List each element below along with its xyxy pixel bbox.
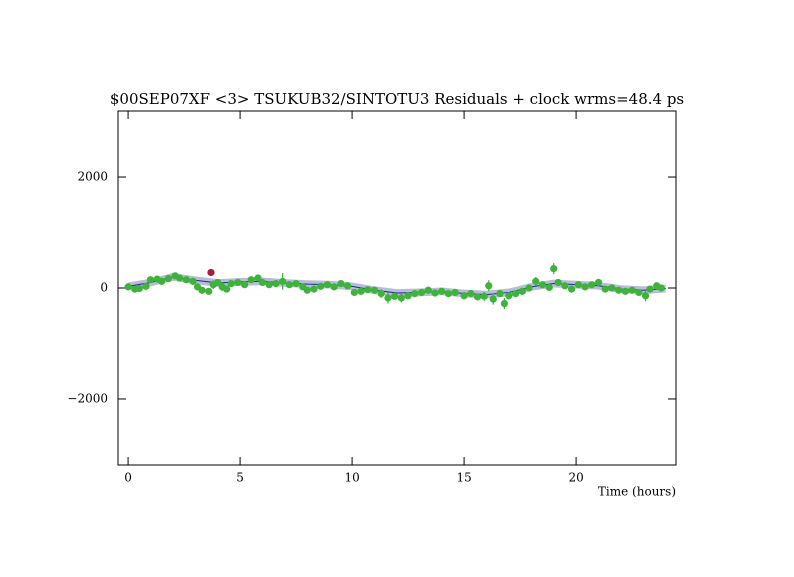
- point: [608, 284, 616, 292]
- point: [480, 292, 488, 300]
- y-tick-label: −2000: [67, 391, 108, 405]
- point: [142, 282, 150, 290]
- point: [460, 292, 468, 300]
- point: [496, 289, 504, 298]
- point: [303, 286, 311, 294]
- point: [538, 281, 547, 289]
- x-tick-label: 20: [568, 471, 583, 485]
- point: [227, 279, 235, 288]
- point: [258, 278, 267, 287]
- point: [247, 276, 255, 284]
- point: [621, 287, 629, 295]
- point: [189, 277, 197, 285]
- point: [581, 283, 589, 291]
- point: [500, 299, 509, 308]
- point: [574, 281, 582, 289]
- point: [317, 282, 325, 290]
- point: [601, 285, 609, 293]
- y-tick-label: 0: [100, 281, 108, 295]
- point: [561, 282, 569, 290]
- y-tick-label: 2000: [77, 170, 108, 184]
- point: [384, 294, 392, 302]
- point: [124, 283, 132, 291]
- point: [164, 274, 173, 283]
- point: [158, 277, 166, 285]
- point: [512, 289, 520, 298]
- point: [568, 285, 576, 293]
- point: [554, 278, 562, 287]
- point: [615, 286, 623, 294]
- point: [657, 284, 665, 292]
- point: [330, 283, 338, 291]
- point: [404, 292, 412, 300]
- point: [370, 286, 379, 294]
- point: [357, 287, 365, 295]
- point: [240, 281, 249, 289]
- point: [182, 276, 190, 284]
- point: [467, 289, 475, 298]
- point: [279, 277, 287, 285]
- point: [207, 268, 215, 277]
- point: [214, 278, 222, 287]
- point: [532, 277, 540, 285]
- point: [646, 285, 654, 293]
- point: [628, 286, 636, 294]
- x-tick-label: 15: [456, 471, 471, 485]
- x-tick-label: 0: [124, 471, 132, 485]
- point: [223, 285, 231, 293]
- point: [545, 283, 553, 292]
- point: [505, 292, 513, 300]
- point: [310, 285, 318, 293]
- point: [417, 288, 426, 297]
- point: [146, 276, 155, 284]
- point: [635, 288, 643, 297]
- point: [411, 289, 419, 298]
- point: [337, 279, 345, 288]
- point: [641, 292, 650, 300]
- point: [198, 286, 206, 294]
- point: [518, 287, 526, 295]
- point: [350, 288, 358, 297]
- point: [176, 274, 184, 282]
- x-tick-label: 5: [236, 471, 244, 485]
- point: [135, 284, 143, 293]
- point: [285, 281, 293, 289]
- point: [391, 292, 399, 300]
- point: [588, 281, 596, 289]
- point: [234, 278, 242, 287]
- x-tick-label: 10: [344, 471, 359, 485]
- point: [489, 295, 497, 303]
- point: [265, 281, 273, 289]
- point: [292, 279, 300, 288]
- point: [431, 289, 439, 297]
- point: [444, 289, 453, 298]
- point: [438, 287, 446, 295]
- point: [485, 282, 493, 290]
- point: [205, 287, 213, 295]
- point: [473, 293, 482, 301]
- point: [397, 294, 405, 302]
- point: [377, 289, 385, 298]
- point: [550, 264, 558, 273]
- point: [344, 282, 352, 290]
- point: [364, 286, 372, 294]
- point: [272, 279, 280, 288]
- x-axis-label: Time (hours): [598, 485, 676, 499]
- point: [594, 278, 603, 287]
- chart-title: $00SEP07XF <3> TSUKUB32/SINTOTU3 Residua…: [110, 90, 684, 108]
- point: [254, 274, 262, 282]
- point: [525, 284, 533, 292]
- point: [451, 288, 459, 297]
- point: [323, 281, 332, 289]
- point: [424, 286, 432, 294]
